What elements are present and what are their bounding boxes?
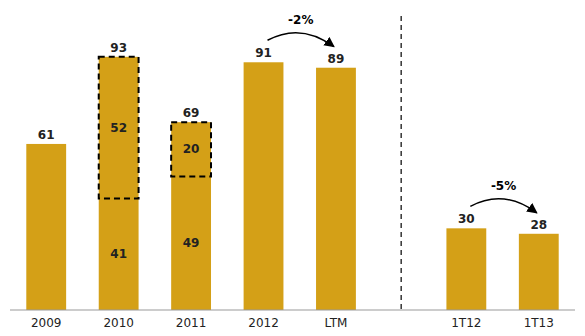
bar (99, 57, 139, 310)
x-tick-label: 1T12 (451, 316, 481, 330)
bar (244, 62, 284, 310)
segment-label: 41 (110, 247, 127, 261)
x-tick-label: 2010 (103, 316, 134, 330)
segment-label: 20 (183, 142, 200, 156)
data-label: 91 (255, 46, 272, 60)
bar (446, 228, 486, 310)
data-label: 28 (530, 218, 547, 232)
x-tick-label: 1T13 (524, 316, 554, 330)
data-label: 30 (458, 212, 475, 226)
separator (401, 16, 402, 310)
arrow-label: -5% (491, 179, 516, 193)
x-tick-label: 2012 (248, 316, 279, 330)
arrow (470, 199, 536, 213)
x-axis (10, 310, 575, 311)
segment-label: 49 (183, 236, 200, 250)
bar (26, 144, 66, 310)
highlight-box (171, 122, 211, 176)
bar (519, 234, 559, 310)
highlight-box (99, 57, 139, 199)
x-tick-label: 2011 (176, 316, 207, 330)
bar (316, 68, 356, 310)
chart: 2009 2010 2011 2012 LTM 1T12 1T13 61 93 69 91 89 30 2… (0, 0, 585, 336)
x-tick-label: 2009 (31, 316, 62, 330)
bar (171, 122, 211, 310)
data-label: 61 (38, 128, 55, 142)
bars (26, 57, 558, 310)
arrow (268, 33, 334, 47)
x-tick-label: LTM (325, 316, 348, 330)
segment-label: 52 (110, 121, 127, 135)
arrow-label: -2% (288, 13, 313, 27)
data-label: 69 (183, 106, 200, 120)
data-label: 89 (328, 52, 345, 66)
data-label: 93 (110, 41, 127, 55)
